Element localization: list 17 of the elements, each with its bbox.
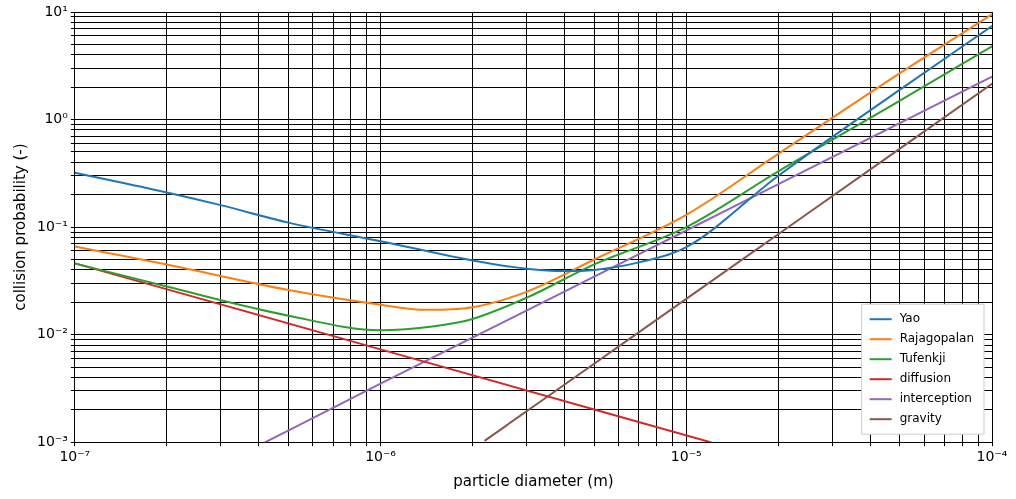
x-axis-title: particle diameter (m) [453, 471, 614, 490]
legend-label: gravity [899, 411, 942, 426]
legend-label: Yao [898, 311, 921, 326]
x-tick-label: 10⁻⁶ [365, 448, 397, 465]
y-axis-title: collision probability (-) [10, 143, 29, 311]
y-tick-label: 10⁻³ [36, 432, 68, 449]
y-tick-label: 10⁰ [44, 110, 69, 127]
x-tick-label: 10⁻⁵ [670, 448, 702, 465]
legend-label: diffusion [899, 371, 952, 386]
y-tick-label: 10⁻² [36, 325, 68, 342]
x-tick-label: 10⁻⁴ [976, 448, 1008, 465]
legend-label: interception [899, 391, 972, 406]
y-tick-label: 10¹ [44, 2, 68, 19]
x-tick-label: 10⁻⁷ [59, 448, 91, 465]
legend-label: Rajagopalan [899, 331, 975, 346]
legend-label: Tufenkji [898, 351, 946, 366]
y-tick-label: 10⁻¹ [36, 217, 68, 234]
